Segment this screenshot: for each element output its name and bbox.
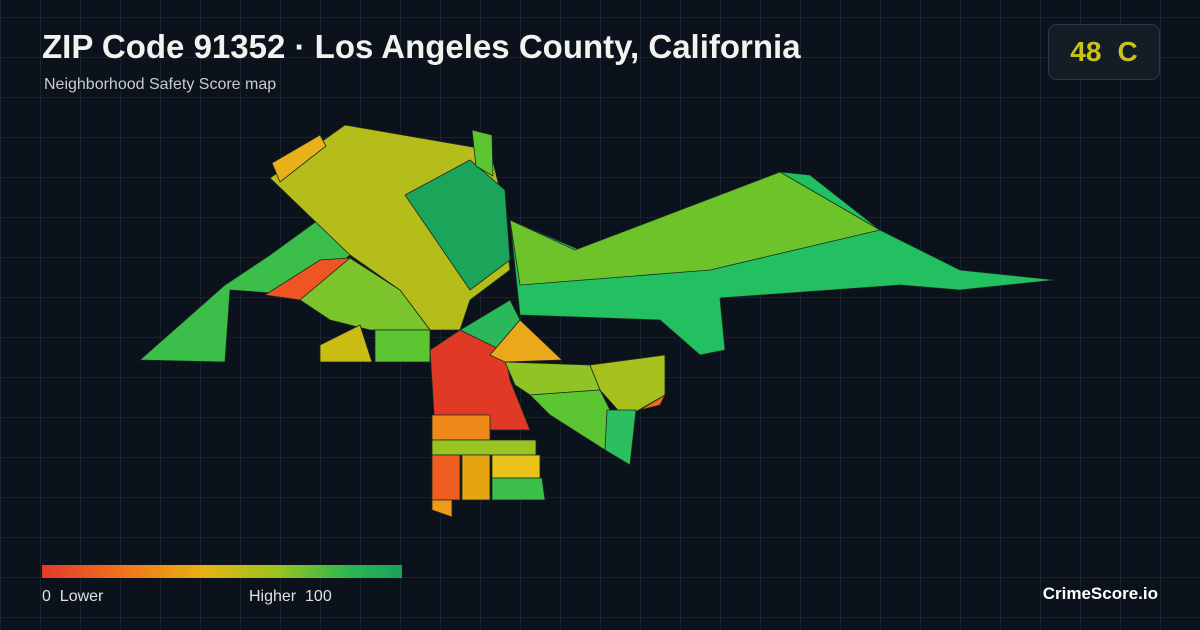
area bbox=[504, 361, 601, 396]
area bbox=[509, 171, 1056, 356]
area bbox=[491, 477, 546, 501]
area bbox=[404, 159, 511, 291]
area bbox=[431, 454, 461, 501]
brand: CrimeScore.io bbox=[1042, 584, 1158, 603]
area bbox=[604, 409, 637, 466]
score-badge: 48 C bbox=[1048, 24, 1160, 80]
legend-min: 0 Lower bbox=[42, 588, 103, 606]
area bbox=[319, 324, 373, 363]
area bbox=[491, 454, 541, 479]
legend-max-label: Higher bbox=[249, 588, 297, 605]
area bbox=[461, 454, 491, 501]
legend-min-value: 0 bbox=[42, 588, 51, 605]
score-value: 48 bbox=[1070, 36, 1102, 67]
area bbox=[271, 134, 327, 183]
subtitle: Neighborhood Safety Score map bbox=[44, 76, 277, 93]
area bbox=[529, 389, 611, 451]
title: ZIP Code 91352 · Los Angeles County, Cal… bbox=[42, 28, 801, 65]
legend-gradient bbox=[42, 565, 402, 578]
area bbox=[431, 414, 491, 441]
legend-min-label: Lower bbox=[59, 588, 104, 605]
area bbox=[489, 319, 563, 363]
legend-max-value: 100 bbox=[305, 588, 332, 605]
area bbox=[374, 329, 431, 363]
legend-max: Higher 100 bbox=[249, 588, 332, 606]
area bbox=[639, 393, 666, 411]
area bbox=[431, 439, 537, 456]
score-grade: C bbox=[1117, 36, 1138, 67]
area bbox=[431, 499, 453, 518]
area bbox=[589, 354, 666, 419]
area bbox=[471, 129, 494, 177]
area bbox=[509, 171, 882, 286]
